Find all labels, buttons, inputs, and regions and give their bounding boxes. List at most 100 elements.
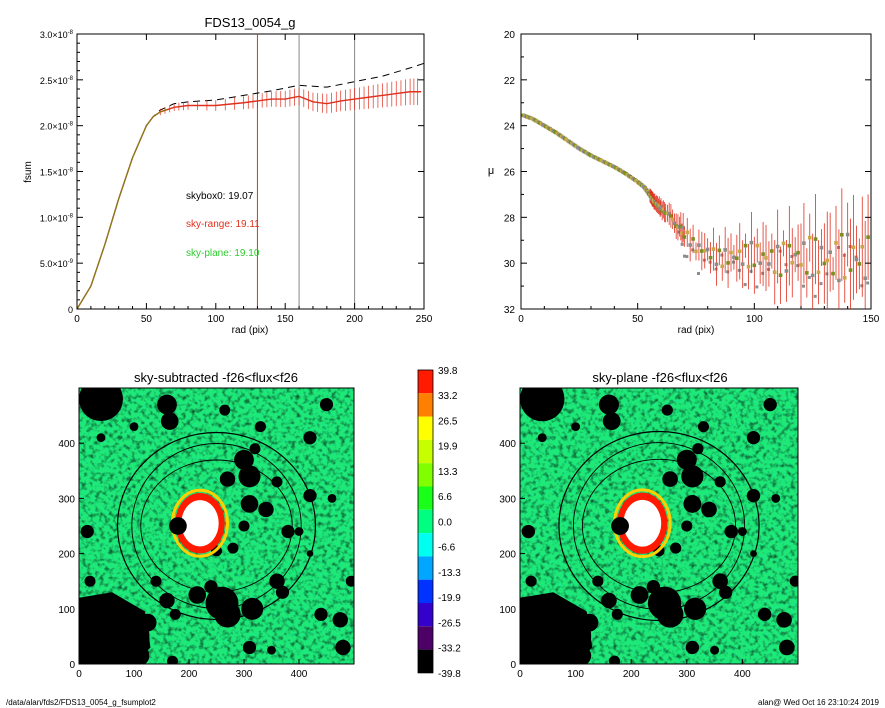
mu-point bbox=[851, 245, 856, 250]
masked-source bbox=[789, 575, 798, 587]
aperture-ellipse-1 bbox=[572, 442, 746, 610]
colorbar-swatch bbox=[418, 486, 433, 510]
mu-point-alt bbox=[813, 294, 817, 298]
x-tick-label: 0 bbox=[74, 314, 80, 325]
masked-source bbox=[684, 597, 707, 620]
mu-point-alt bbox=[842, 253, 846, 257]
aperture-ellipse-0 bbox=[558, 430, 760, 622]
image2-title: sky-plane -f26<flux<f26 bbox=[592, 370, 727, 385]
y-tick-label: 400 bbox=[58, 439, 75, 450]
mu-point bbox=[691, 237, 695, 241]
fsum-plot: FDS13_0054_g 0 50 100 150 200 250 0 5.0×10-9 1.… bbox=[23, 15, 433, 336]
masked-source bbox=[692, 443, 704, 455]
masked-source bbox=[275, 585, 290, 599]
mu-point bbox=[778, 273, 783, 277]
aperture-ellipse-1 bbox=[131, 443, 302, 609]
galaxy-core bbox=[181, 500, 219, 547]
masked-core-source bbox=[611, 517, 629, 535]
mu-point-alt bbox=[819, 282, 823, 286]
mu-point bbox=[679, 224, 683, 229]
mu-point-alt bbox=[691, 248, 695, 252]
masked-source bbox=[662, 471, 678, 487]
colorbar-label: 19.9 bbox=[438, 442, 458, 453]
mu-point-alt bbox=[802, 284, 805, 288]
masked-source bbox=[611, 608, 623, 620]
mu-point bbox=[669, 214, 673, 218]
colorbar-swatch bbox=[418, 463, 433, 487]
y-tick-label: 100 bbox=[499, 605, 516, 616]
masked-source bbox=[746, 431, 761, 445]
masked-source bbox=[525, 575, 537, 587]
mu-point bbox=[755, 243, 760, 248]
mu-point-alt bbox=[726, 270, 730, 274]
mu-point bbox=[761, 252, 765, 256]
masked-bright-star bbox=[520, 592, 593, 664]
mu-point-alt bbox=[677, 230, 681, 234]
mu-point bbox=[708, 255, 713, 260]
masked-source bbox=[779, 639, 795, 656]
mu-point-alt bbox=[796, 264, 800, 268]
mu-point-alt bbox=[790, 254, 794, 258]
mu-point bbox=[805, 271, 809, 275]
masked-source bbox=[685, 640, 700, 655]
mu-point bbox=[682, 235, 687, 239]
masked-source bbox=[521, 524, 536, 539]
x-tick-label: 50 bbox=[141, 314, 153, 325]
mu-point bbox=[810, 273, 815, 278]
mu-point bbox=[845, 232, 850, 237]
mu-point bbox=[749, 240, 754, 245]
y-tick-label: 0 bbox=[68, 305, 73, 315]
mu-point bbox=[740, 262, 745, 266]
y-tick-label: 32 bbox=[504, 305, 516, 316]
x-tick-label: 100 bbox=[207, 314, 224, 325]
fsum-plot-frame bbox=[76, 33, 425, 310]
galaxy-core bbox=[623, 499, 662, 547]
mu-point bbox=[807, 235, 812, 240]
mu-point bbox=[767, 262, 771, 266]
x-tick-label: 100 bbox=[126, 669, 143, 680]
masked-source bbox=[319, 397, 334, 412]
masked-source bbox=[681, 465, 704, 488]
colorbar-label: -39.8 bbox=[438, 669, 461, 680]
masked-source bbox=[234, 449, 254, 470]
aperture-ellipse-0 bbox=[116, 431, 317, 621]
colorbar-swatch bbox=[418, 439, 433, 464]
mu-point bbox=[840, 232, 844, 237]
y-tick-label: 24 bbox=[504, 122, 516, 133]
mu-point-alt bbox=[761, 271, 765, 275]
mu-point bbox=[781, 241, 786, 246]
colorbar-label: 6.6 bbox=[438, 492, 452, 503]
y-tick-label: 28 bbox=[504, 213, 516, 224]
masked-source bbox=[719, 585, 733, 599]
masked-source bbox=[598, 394, 619, 415]
y-tick-label: 0 bbox=[69, 660, 75, 671]
masked-source bbox=[238, 465, 261, 488]
colorbar-swatch bbox=[418, 556, 433, 580]
masked-source bbox=[303, 431, 317, 445]
masked-source bbox=[776, 612, 792, 628]
y-tick-label: 300 bbox=[58, 494, 75, 505]
masked-source bbox=[757, 607, 772, 621]
mu-plot-ylabel: μ bbox=[488, 165, 494, 177]
masked-source bbox=[294, 527, 304, 536]
mu-point bbox=[784, 269, 789, 273]
mu-point bbox=[822, 261, 827, 266]
masked-source bbox=[167, 655, 178, 664]
image1-title: sky-subtracted -f26<flux<f26 bbox=[134, 370, 298, 385]
masked-source bbox=[602, 412, 621, 431]
mu-point-alt bbox=[778, 249, 782, 253]
y-tick-label: 1.5×10-8 bbox=[40, 168, 74, 178]
masked-source bbox=[129, 422, 139, 432]
masked-core-source bbox=[169, 517, 187, 535]
colorbar-swatch bbox=[418, 509, 433, 534]
colorbar-swatch bbox=[418, 370, 433, 394]
fsum-plot-title: FDS13_0054_g bbox=[204, 15, 295, 30]
y-tick-label: 200 bbox=[499, 550, 516, 561]
mu-point bbox=[787, 243, 792, 248]
mu-point bbox=[802, 241, 806, 245]
colorbar-swatch bbox=[418, 626, 433, 650]
mu-point bbox=[799, 263, 803, 267]
masked-source bbox=[159, 592, 175, 609]
mu-point bbox=[819, 245, 824, 250]
